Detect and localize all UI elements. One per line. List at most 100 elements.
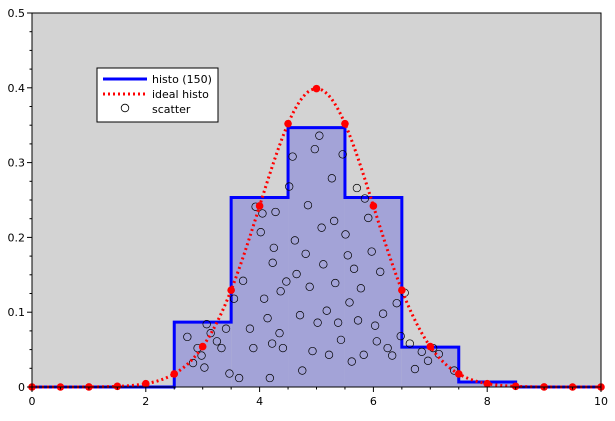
scatter-point-68 bbox=[378, 309, 388, 318]
ideal-point-4 bbox=[142, 379, 150, 388]
scatter-point-19 bbox=[260, 294, 269, 303]
scatter-point-62 bbox=[360, 194, 370, 203]
scatter-point-10 bbox=[225, 369, 234, 378]
scatter-point-8 bbox=[217, 343, 226, 353]
scatter-point-23 bbox=[268, 258, 277, 267]
scatter-point-72 bbox=[396, 331, 405, 341]
scatter-point-24 bbox=[269, 243, 278, 253]
scatter-point-36 bbox=[301, 249, 310, 259]
scatter-point-51 bbox=[336, 335, 346, 345]
scatter-point-53 bbox=[341, 230, 350, 239]
ideal-point-14 bbox=[426, 342, 435, 351]
legend-scatter-swatch bbox=[120, 103, 130, 113]
y-tick-label-2: 0.2 bbox=[8, 231, 26, 244]
scatter-point-37 bbox=[303, 201, 313, 210]
scatter-point-35 bbox=[298, 366, 307, 375]
scatter-point-1 bbox=[188, 358, 198, 368]
scatter-point-75 bbox=[410, 364, 420, 374]
scatter-point-39 bbox=[308, 346, 317, 356]
scatter-point-61 bbox=[359, 350, 368, 359]
x-tick-label-5: 10 bbox=[594, 395, 608, 408]
scatter-point-33 bbox=[292, 269, 301, 279]
scatter-point-9 bbox=[221, 324, 231, 333]
ideal-point-6 bbox=[198, 342, 207, 351]
scatter-point-7 bbox=[212, 337, 222, 346]
histogram-bin-2 bbox=[288, 127, 345, 388]
scatter-point-49 bbox=[331, 278, 340, 288]
y-tick-label-4: 0.4 bbox=[8, 82, 26, 95]
ideal-point-9 bbox=[284, 119, 292, 128]
scatter-point-5 bbox=[202, 320, 211, 329]
y-tick-label-1: 0.1 bbox=[8, 306, 26, 319]
ideal-point-8 bbox=[255, 202, 264, 210]
scatter-point-45 bbox=[322, 306, 331, 315]
scatter-point-42 bbox=[315, 131, 324, 140]
scatter-point-28 bbox=[278, 343, 288, 353]
ideal-point-7 bbox=[227, 286, 235, 294]
scatter-point-3 bbox=[197, 351, 206, 360]
legend-histo-label: histo (150) bbox=[152, 73, 212, 86]
ideal-point-15 bbox=[454, 370, 463, 378]
legend-ideal-label: ideal histo bbox=[152, 88, 209, 101]
scatter-point-22 bbox=[267, 339, 277, 348]
scatter-point-57 bbox=[349, 264, 359, 273]
scatter-point-50 bbox=[333, 318, 343, 327]
scatter-point-70 bbox=[388, 351, 397, 360]
scatter-point-4 bbox=[200, 363, 209, 372]
scatter-point-74 bbox=[405, 339, 414, 348]
ideal-point-12 bbox=[369, 202, 378, 210]
legend-scatter-label: scatter bbox=[152, 103, 191, 116]
scatter-point-76 bbox=[417, 347, 426, 356]
scatter-series bbox=[183, 131, 459, 383]
scatter-point-15 bbox=[249, 343, 258, 353]
y-tick-label-5: 0.5 bbox=[8, 7, 26, 20]
scatter-point-13 bbox=[238, 276, 248, 285]
scatter-point-31 bbox=[288, 152, 297, 161]
histogram-bin-0 bbox=[174, 322, 232, 387]
x-tick-label-2: 4 bbox=[256, 395, 263, 408]
scatter-point-55 bbox=[345, 298, 354, 307]
scatter-point-48 bbox=[329, 216, 339, 226]
histogram-series bbox=[32, 126, 601, 389]
scatter-point-34 bbox=[295, 311, 305, 320]
scatter-point-43 bbox=[317, 223, 326, 232]
y-tick-label-3: 0.3 bbox=[8, 157, 26, 170]
scatter-point-18 bbox=[258, 209, 267, 218]
scatter-point-66 bbox=[372, 337, 381, 346]
scatter-point-27 bbox=[276, 287, 285, 296]
scatter-point-60 bbox=[356, 284, 366, 293]
scatter-point-26 bbox=[275, 328, 284, 338]
y-tick-label-0: 0 bbox=[18, 381, 25, 394]
ideal-point-10 bbox=[312, 84, 321, 93]
ideal-point-11 bbox=[341, 119, 349, 128]
ideal-point-16 bbox=[483, 379, 492, 388]
legend-box bbox=[96, 67, 219, 123]
scatter-point-54 bbox=[343, 251, 352, 260]
ideal-point-3 bbox=[113, 382, 122, 391]
scatter-point-77 bbox=[423, 356, 433, 365]
x-tick-label-4: 8 bbox=[484, 395, 491, 408]
legend: histo (150) ideal histo scatter bbox=[96, 67, 219, 123]
scatter-point-41 bbox=[313, 318, 322, 327]
scatter-point-67 bbox=[376, 267, 385, 276]
scatter-point-25 bbox=[271, 207, 280, 217]
scatter-point-0 bbox=[183, 332, 192, 342]
histogram-bin-3 bbox=[344, 197, 402, 387]
scatter-point-52 bbox=[338, 150, 347, 159]
scatter-point-14 bbox=[245, 324, 255, 333]
scatter-point-71 bbox=[392, 299, 401, 308]
scatter-point-64 bbox=[367, 247, 376, 256]
scatter-point-30 bbox=[285, 182, 294, 191]
x-tick-label-3: 6 bbox=[370, 395, 377, 408]
y-axis: 0 0.1 0.2 0.3 0.4 0.5 bbox=[8, 7, 32, 394]
scatter-point-38 bbox=[305, 282, 314, 291]
x-axis: 0 2 4 6 8 10 bbox=[29, 387, 608, 408]
scatter-point-69 bbox=[383, 343, 392, 353]
scatter-point-17 bbox=[256, 228, 265, 237]
scatter-point-12 bbox=[234, 373, 244, 383]
scatter-point-40 bbox=[310, 144, 319, 154]
x-tick-label-1: 2 bbox=[142, 395, 149, 408]
scatter-point-21 bbox=[265, 373, 274, 383]
